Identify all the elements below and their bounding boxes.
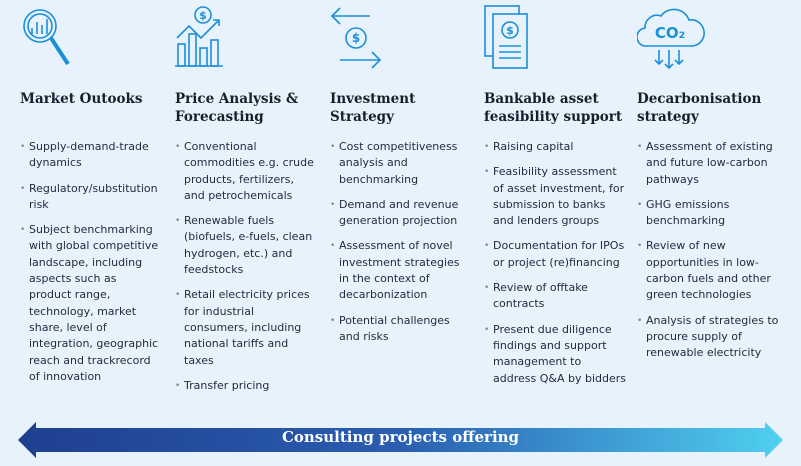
bullet-item: Demand and revenue generation projection [330,197,472,230]
column-title: Bankable asset feasibility support [484,91,623,125]
bullet-item: Assessment of existing and future low-ca… [637,139,779,188]
bullet-item: Present due diligence findings and suppo… [484,322,626,387]
icon-text: $ [352,31,360,45]
bullet-item: Subject benchmarking with global competi… [20,222,162,385]
icon-magnifier [23,9,70,66]
column-title: Market Outooks [20,91,143,107]
icon-text: $ [506,24,514,37]
icon-text: CO₂ [655,24,685,42]
bullet-item: Retail electricity prices for industrial… [175,287,317,368]
bullet-item: Potential challenges and risks [330,313,472,346]
bullet-item: Renewable fuels (biofuels, e-fuels, clea… [175,213,317,278]
icon-text: $ [199,9,207,22]
bullet-item: Cost competitiveness analysis and benchm… [330,139,472,188]
column-title: Investment Strategy [330,91,416,125]
icon-documents: $ [484,5,528,69]
footer-label: Consulting projects offering [281,428,520,446]
banner-arrow [18,422,783,458]
bullet-item: Assessment of novel investment strategie… [330,238,472,303]
bullet-item: Conventional commodities e.g. crude prod… [175,139,317,204]
bullet-item: Feasibility assessment of asset investme… [484,164,626,229]
bullet-item: Transfer pricing [175,378,317,395]
bullet-list: Cost competitiveness analysis and benchm… [330,139,472,354]
bullet-item: GHG emissions benchmarking [637,197,779,230]
bullet-item: Supply-demand-trade dynamics [20,139,162,172]
bullet-item: Analysis of strategies to procure supply… [637,313,779,362]
bullet-list: Raising capital Feasibility assessment of… [484,139,626,396]
bullet-list: Supply-demand-trade dynamics Regulatory/s… [20,139,162,394]
bullet-item: Review of offtake contracts [484,280,626,313]
column-title: Decarbonisation strategy [637,91,762,125]
bullet-list: Conventional commodities e.g. crude prod… [175,139,317,403]
icon-co2: CO₂ [637,8,705,70]
icon-price: $ [175,6,223,67]
bullet-item: Review of new opportunities in low-carbo… [637,238,779,303]
bullet-item: Raising capital [484,139,626,156]
column-title: Price Analysis & Forecasting [175,91,299,125]
bullet-list: Assessment of existing and future low-ca… [637,139,779,371]
bullet-item: Regulatory/substitution risk [20,181,162,214]
bullet-item: Documentation for IPOs or project (re)fi… [484,238,626,271]
icon-investment: $ [330,7,382,69]
